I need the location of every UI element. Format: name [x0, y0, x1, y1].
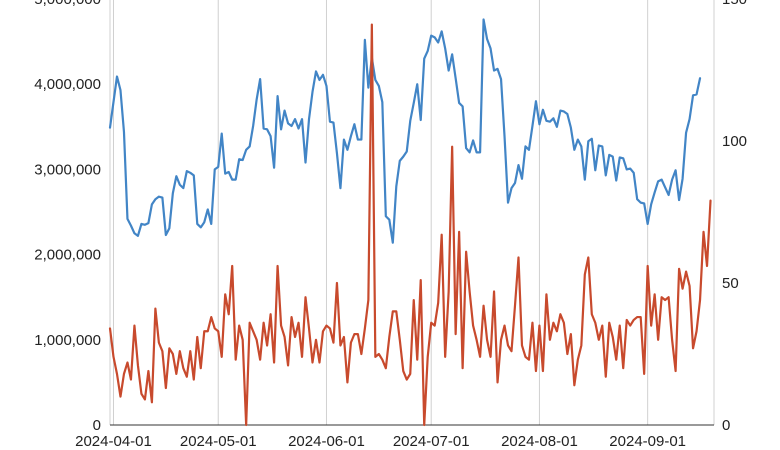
series-line-right-axis	[108, 23, 712, 427]
left-y-tick-label: 2,000,000	[34, 247, 101, 264]
x-tick-label: 2024-09-01	[609, 433, 686, 450]
left-y-tick-label: 5,000,000	[34, 0, 101, 8]
x-tick-label: 2024-05-01	[180, 433, 257, 450]
right-y-axis: 0 50 100 150	[722, 0, 747, 434]
x-tick-label: 2024-06-01	[288, 433, 365, 450]
right-y-tick-label: 150	[722, 0, 747, 8]
left-y-tick-label: 1,000,000	[34, 332, 101, 349]
left-y-tick-label: 3,000,000	[34, 161, 101, 178]
left-y-tick-label: 0	[93, 417, 101, 434]
right-y-tick-label: 50	[722, 275, 739, 292]
x-tick-label: 2024-07-01	[393, 433, 470, 450]
left-y-tick-label: 4,000,000	[34, 76, 101, 93]
right-y-tick-label: 100	[722, 133, 747, 150]
vertical-gridlines	[109, 0, 715, 425]
x-tick-label: 2024-04-01	[75, 433, 152, 450]
left-y-axis: 0 1,000,000 2,000,000 3,000,000 4,000,000 5,0…	[34, 0, 101, 434]
series-group	[108, 18, 712, 427]
series-line-left-axis	[108, 18, 702, 244]
x-axis: 2024-04-01 2024-05-01 2024-06-01 2024-07-01…	[75, 433, 686, 450]
x-tick-label: 2024-08-01	[501, 433, 578, 450]
right-y-tick-label: 0	[722, 417, 730, 434]
